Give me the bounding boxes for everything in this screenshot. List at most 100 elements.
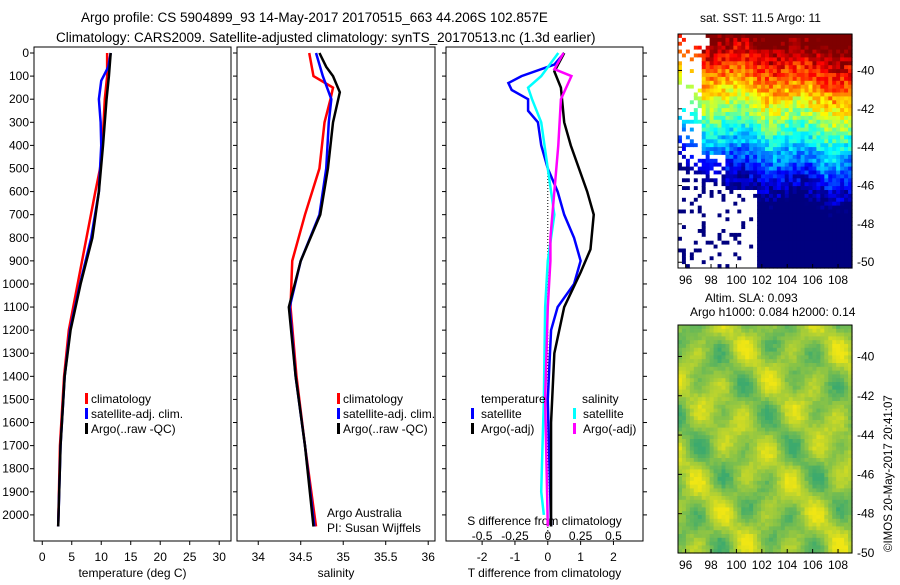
- map-cell: [793, 363, 798, 367]
- map-cell: [836, 89, 841, 94]
- map-cell: [729, 348, 734, 352]
- map-cell: [816, 221, 821, 226]
- map-cell: [729, 530, 734, 534]
- map-cell: [753, 190, 758, 195]
- map-cell: [682, 371, 687, 375]
- map-cell: [840, 93, 845, 98]
- map-cell: [694, 538, 699, 542]
- map-cell: [686, 355, 691, 359]
- map-cell: [785, 38, 790, 43]
- map-cell: [809, 371, 814, 375]
- map-cell: [793, 397, 798, 401]
- map-cell: [690, 443, 695, 447]
- map-cell: [714, 69, 719, 74]
- map-cell: [789, 128, 794, 133]
- map-cell: [793, 65, 798, 70]
- map-cell: [749, 329, 754, 333]
- map-cell: [785, 217, 790, 222]
- map-cell: [805, 382, 810, 386]
- map-cell: [710, 534, 715, 538]
- map-cell: [702, 256, 707, 261]
- map-cell: [718, 245, 723, 250]
- map-cell: [816, 359, 821, 363]
- map-cell: [801, 534, 806, 538]
- map-cell: [781, 65, 786, 70]
- map-cell: [789, 412, 794, 416]
- map-cell: [789, 237, 794, 242]
- lon-tick-label: 108: [828, 273, 848, 287]
- map-cell: [757, 128, 762, 133]
- map-cell: [789, 233, 794, 238]
- map-cell: [844, 159, 849, 164]
- map-cell: [729, 382, 734, 386]
- map-cell: [706, 202, 711, 207]
- map-cell: [706, 435, 711, 439]
- map-cell: [690, 174, 695, 179]
- map-cell: [789, 469, 794, 473]
- map-cell: [718, 450, 723, 454]
- map-cell: [785, 57, 790, 62]
- map-cell: [729, 155, 734, 160]
- map-cell: [706, 393, 711, 397]
- map-cell: [706, 367, 711, 371]
- map-cell: [765, 69, 770, 74]
- map-cell: [773, 77, 778, 82]
- map-cell: [725, 378, 730, 382]
- map-cell: [785, 450, 790, 454]
- map-cell: [801, 108, 806, 113]
- map-cell: [745, 151, 750, 156]
- map-cell: [809, 256, 814, 261]
- map-cell: [761, 81, 766, 86]
- map-cell: [801, 50, 806, 55]
- map-cell: [836, 174, 841, 179]
- map-cell: [741, 139, 746, 144]
- map-cell: [722, 473, 727, 477]
- map-cell: [714, 359, 719, 363]
- map-cell: [729, 159, 734, 164]
- map-cell: [816, 73, 821, 78]
- map-cell: [722, 496, 727, 500]
- map-cell: [698, 519, 703, 523]
- map-cell: [789, 252, 794, 257]
- map-cell: [801, 229, 806, 234]
- map-cell: [769, 233, 774, 238]
- map-cell: [797, 416, 802, 420]
- map-cell: [777, 371, 782, 375]
- map-cell: [765, 178, 770, 183]
- map-cell: [690, 108, 695, 113]
- map-cell: [765, 500, 770, 504]
- map-cell: [761, 523, 766, 527]
- map-cell: [690, 329, 695, 333]
- map-cell: [718, 229, 723, 234]
- map-cell: [718, 202, 723, 207]
- map-cell: [761, 245, 766, 250]
- map-cell: [733, 233, 738, 238]
- map-cell: [816, 325, 821, 329]
- map-cell: [678, 496, 683, 500]
- map-cell: [725, 526, 730, 530]
- map-cell: [698, 89, 703, 94]
- map-cell: [682, 38, 687, 43]
- map-cell: [769, 352, 774, 356]
- map-cell: [698, 237, 703, 242]
- map-cell: [722, 194, 727, 199]
- map-cell: [729, 424, 734, 428]
- map-cell: [805, 428, 810, 432]
- map-cell: [698, 128, 703, 133]
- map-cell: [812, 69, 817, 74]
- map-cell: [789, 65, 794, 70]
- map-cell: [840, 77, 845, 82]
- map-cell: [809, 213, 814, 218]
- map-cell: [745, 132, 750, 137]
- map-cell: [801, 93, 806, 98]
- map-cell: [840, 194, 845, 199]
- map-cell: [710, 447, 715, 451]
- map-cell: [765, 147, 770, 152]
- map-cell: [797, 190, 802, 195]
- map-cell: [828, 178, 833, 183]
- map-cell: [678, 190, 683, 195]
- map-cell: [706, 538, 711, 542]
- map-cell: [809, 359, 814, 363]
- map-cell: [729, 447, 734, 451]
- map-cell: [805, 249, 810, 254]
